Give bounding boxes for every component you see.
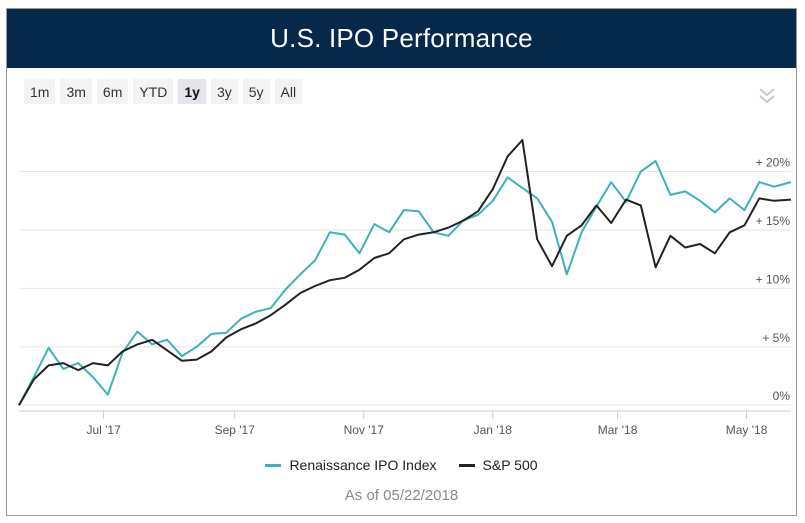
as-of-date: As of 05/22/2018 bbox=[344, 487, 459, 504]
legend-swatch-sp500 bbox=[458, 463, 475, 467]
range-button-1y[interactable]: 1y bbox=[178, 79, 206, 104]
x-tick-label: Nov '17 bbox=[344, 423, 385, 437]
range-button-6m[interactable]: 6m bbox=[96, 79, 129, 104]
series-line-ipo-index bbox=[18, 160, 792, 406]
x-tick-label: Mar '18 bbox=[598, 423, 638, 437]
line-chart: 0% + 5% + 10% + 15% + 20% Jul '17 Sep '17 Nov … bbox=[18, 139, 792, 437]
legend: Renaissance IPO Index S&P 500 bbox=[7, 457, 796, 473]
header-bar: U.S. IPO Performance bbox=[7, 9, 796, 68]
x-tick-label: Sep '17 bbox=[215, 423, 256, 437]
x-tick-label: Jul '17 bbox=[86, 423, 121, 437]
range-button-3m[interactable]: 3m bbox=[60, 79, 92, 104]
range-button-5y[interactable]: 5y bbox=[242, 79, 270, 104]
legend-label-ipo-index: Renaissance IPO Index bbox=[289, 457, 437, 473]
x-tick-label: May '18 bbox=[726, 423, 768, 437]
range-button-ytd[interactable]: YTD bbox=[133, 79, 174, 104]
legend-label-sp500: S&P 500 bbox=[482, 457, 538, 473]
range-selector: 1m 3m 6m YTD 1y 3y 5y All bbox=[24, 79, 303, 104]
page-title: U.S. IPO Performance bbox=[270, 23, 533, 53]
grid-lines bbox=[19, 171, 791, 406]
double-chevron-down-icon[interactable] bbox=[757, 83, 777, 107]
y-tick-label: + 10% bbox=[756, 272, 791, 286]
legend-swatch-ipo-index bbox=[265, 463, 282, 467]
range-button-1m[interactable]: 1m bbox=[24, 79, 56, 104]
x-tick-label: Jan '18 bbox=[474, 423, 513, 437]
y-axis-labels: 0% + 5% + 10% + 15% + 20% bbox=[756, 156, 791, 404]
legend-item-ipo-index[interactable]: Renaissance IPO Index bbox=[265, 457, 437, 473]
x-axis-ticks: Jul '17 Sep '17 Nov '17 Jan '18 Mar '18 May '… bbox=[86, 411, 768, 437]
y-tick-label: + 20% bbox=[756, 156, 791, 170]
range-button-3y[interactable]: 3y bbox=[210, 79, 238, 104]
y-tick-label: + 15% bbox=[756, 214, 791, 228]
chart-panel: U.S. IPO Performance 1m 3m 6m YTD 1y 3y … bbox=[6, 8, 797, 516]
legend-item-sp500[interactable]: S&P 500 bbox=[458, 457, 538, 473]
range-button-all[interactable]: All bbox=[274, 79, 303, 104]
y-tick-label: 0% bbox=[773, 389, 791, 403]
series-lines bbox=[18, 139, 792, 406]
y-tick-label: + 5% bbox=[762, 331, 790, 345]
series-line-sp500 bbox=[18, 139, 792, 406]
